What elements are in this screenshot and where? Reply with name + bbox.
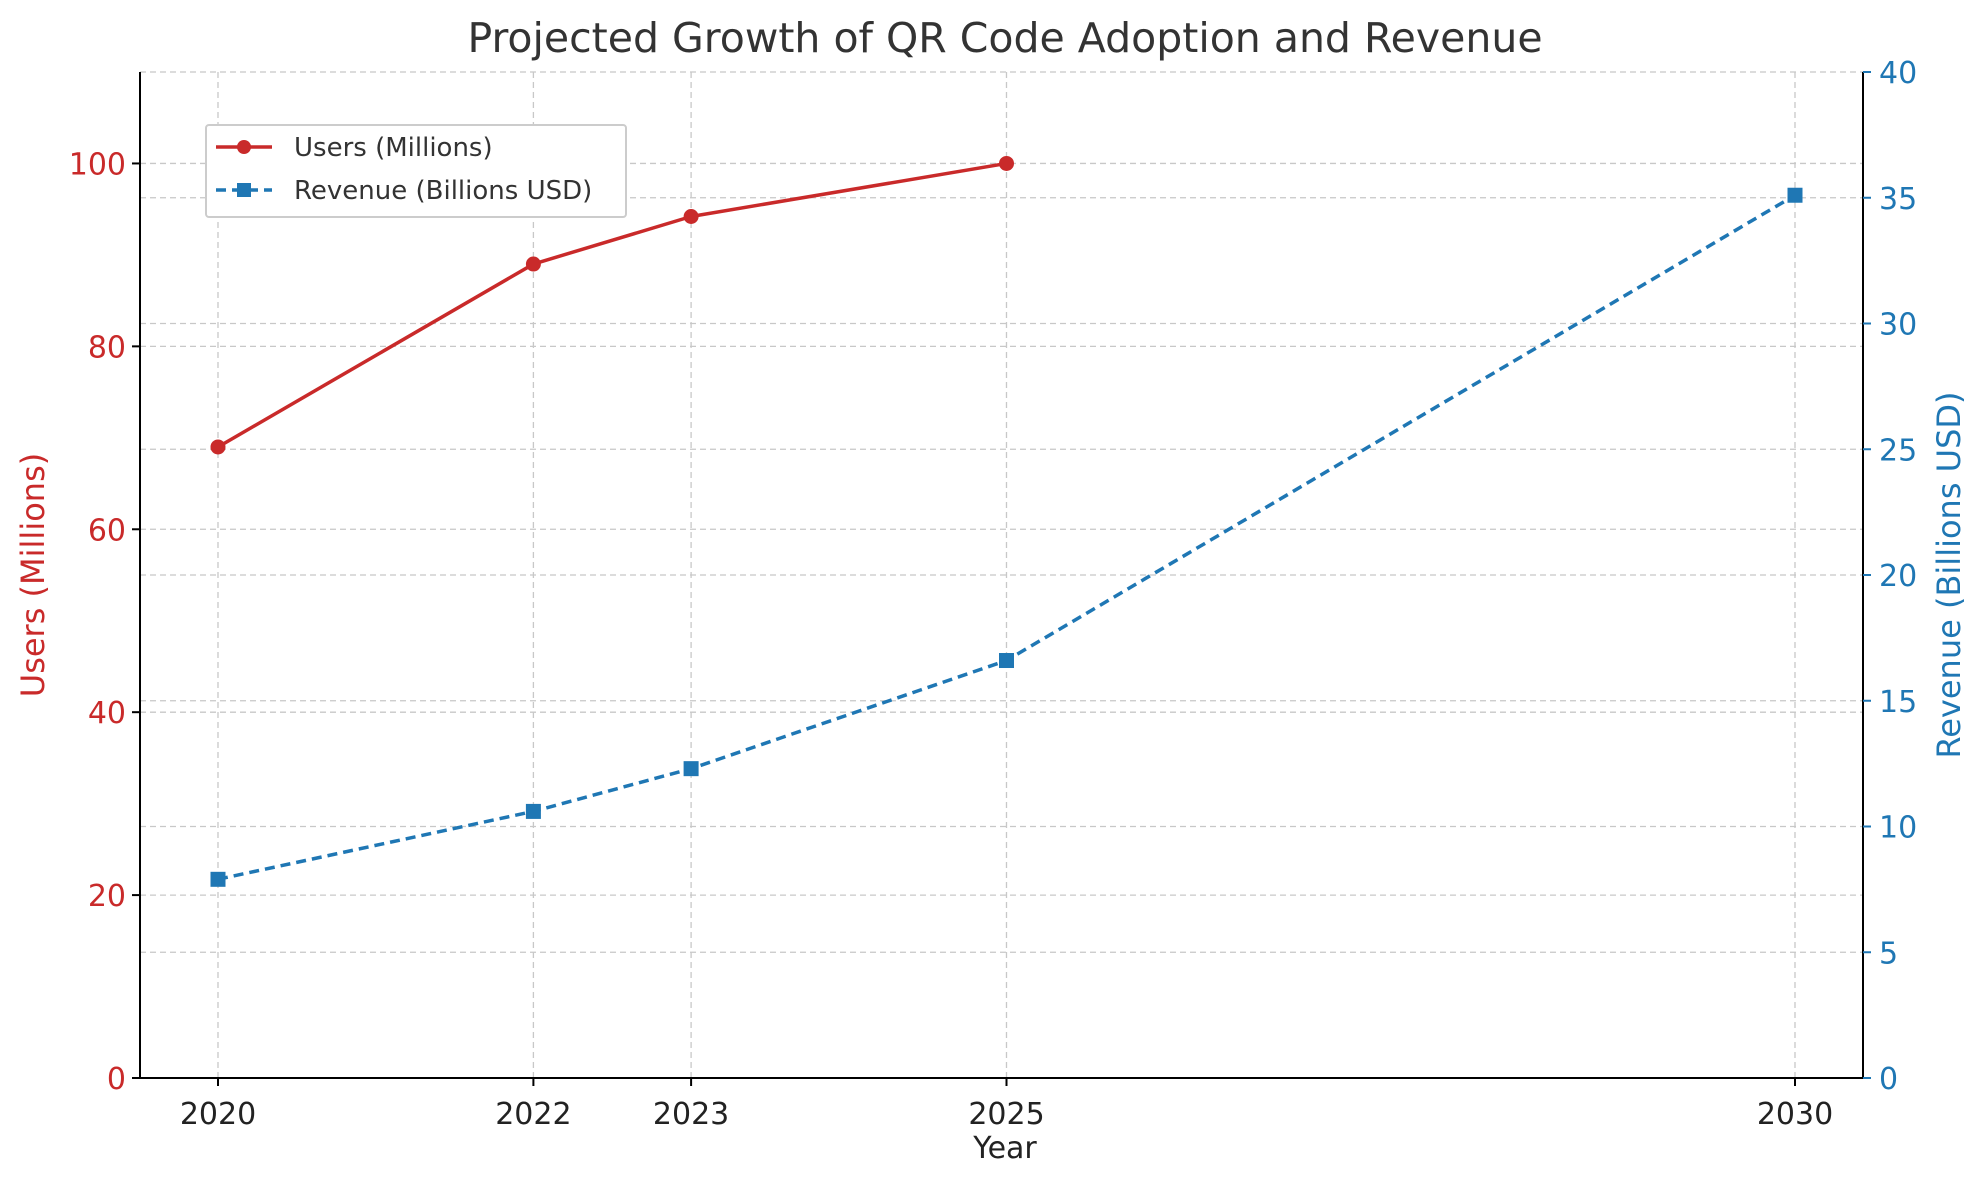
y-right-tick-label: 30 — [1879, 308, 1917, 343]
legend-users-marker — [237, 140, 251, 154]
y-right-tick-label: 40 — [1879, 56, 1917, 91]
y-left-tick-label: 80 — [88, 330, 126, 365]
users-data-point — [999, 155, 1014, 171]
y-right-tick-label: 25 — [1879, 433, 1917, 468]
revenue-data-point — [1787, 187, 1803, 203]
y-right-tick-label: 0 — [1879, 1062, 1898, 1097]
y-left-tick-label: 40 — [88, 696, 126, 731]
y-left-tick-label: 20 — [88, 879, 126, 914]
chart-title: Projected Growth of QR Code Adoption and… — [467, 14, 1542, 62]
x-tick-label: 2023 — [653, 1097, 729, 1132]
legend-box — [205, 124, 627, 218]
x-axis-label: Year — [972, 1131, 1037, 1166]
users-data-point — [525, 256, 541, 272]
y-axis-right-label: Revenue (Billions USD) — [1930, 391, 1968, 758]
legend: Users (Millions) Revenue (Billions USD) — [205, 124, 627, 218]
legend-revenue-marker — [237, 183, 251, 197]
revenue-data-point — [999, 653, 1014, 669]
revenue-data-point — [683, 761, 699, 777]
legend-revenue-label: Revenue (Billions USD) — [294, 176, 592, 206]
x-tick-label: 2030 — [1757, 1097, 1833, 1132]
y-right-tick-label: 35 — [1879, 182, 1917, 217]
revenue-data-point — [210, 871, 226, 887]
y-right-tick-label: 15 — [1879, 685, 1917, 720]
revenue-data-point — [525, 803, 541, 819]
legend-users-label: Users (Millions) — [294, 133, 493, 163]
users-data-point — [683, 208, 699, 224]
users-series-line — [217, 161, 1007, 449]
y-axis-left-label: Users (Millions) — [14, 453, 52, 697]
grid-layer — [140, 71, 1863, 1078]
y-left-tick-label: 0 — [107, 1062, 126, 1097]
ticks-layer: 2020 2022 2023 2025 203002040608010005101520… — [69, 56, 1917, 1132]
y-right-tick-label: 10 — [1879, 811, 1917, 846]
x-tick-label: 2020 — [180, 1097, 256, 1132]
y-left-tick-label: 60 — [88, 513, 126, 548]
users-data-point — [210, 439, 226, 455]
y-right-tick-label: 5 — [1879, 936, 1898, 971]
x-tick-label: 2025 — [968, 1097, 1044, 1132]
x-tick-label: 2022 — [495, 1097, 571, 1132]
series-layer — [210, 155, 1803, 887]
y-left-tick-label: 100 — [69, 147, 126, 182]
y-right-tick-label: 20 — [1879, 559, 1917, 594]
